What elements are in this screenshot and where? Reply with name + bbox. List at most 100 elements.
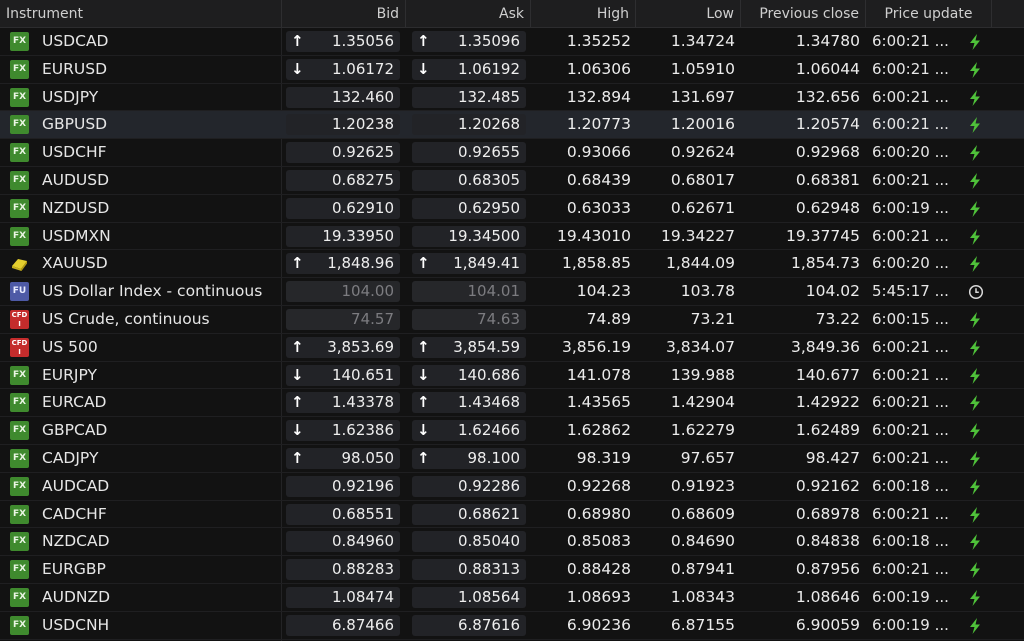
bid-price-button[interactable]: 1.08474	[286, 586, 400, 608]
ask-price-button[interactable]: ↑ 3,854.59	[412, 336, 526, 358]
ask-price-button[interactable]: 19.34500	[412, 225, 526, 247]
instrument-name[interactable]: GBPCAD	[42, 421, 108, 440]
ask-value: 0.92286	[457, 476, 520, 495]
ask-price-button[interactable]: 0.62950	[412, 197, 526, 219]
table-row[interactable]: FX EURUSD ↓ 1.06172 ↓ 1.06192 1.06306 1.05910 1.…	[0, 56, 1024, 84]
ask-price-button[interactable]: 0.92286	[412, 475, 526, 497]
instrument-name[interactable]: USDCAD	[42, 32, 109, 50]
price-update-time: 6:00:21 ...	[872, 421, 949, 440]
ask-price-button[interactable]: 0.68621	[412, 503, 526, 525]
table-row[interactable]: FX CADCHF 0.68551 0.68621 0.68980 0.68609 0.68…	[0, 501, 1024, 529]
instrument-name[interactable]: USDCNH	[42, 615, 110, 634]
ask-price-button[interactable]: 1.08564	[412, 586, 526, 608]
bid-price-button[interactable]: ↑ 1.35056	[286, 31, 400, 52]
bid-price-button[interactable]: ↑ 1,848.96	[286, 253, 400, 275]
instrument-name[interactable]: CADCHF	[42, 504, 107, 523]
bid-price-button[interactable]: ↑ 98.050	[286, 447, 400, 469]
instrument-name[interactable]: AUDNZD	[42, 587, 111, 606]
table-row[interactable]: FU US Dollar Index - continuous 104.00 104.…	[0, 278, 1024, 306]
bid-price-button[interactable]: ↓ 140.651	[286, 364, 400, 386]
ask-price-button[interactable]: 1.20268	[412, 114, 526, 136]
bid-price-button[interactable]: 1.20238	[286, 114, 400, 136]
bid-price-button[interactable]: 74.57	[286, 308, 400, 330]
column-header-high[interactable]: High	[531, 0, 636, 27]
column-header-instrument[interactable]: Instrument	[0, 0, 282, 27]
table-row[interactable]: FX GBPUSD 1.20238 1.20268 1.20773 1.20016 1.20…	[0, 111, 1024, 140]
bid-price-button[interactable]: 0.68551	[286, 503, 400, 525]
instrument-name[interactable]: US Dollar Index - continuous	[42, 282, 263, 301]
bid-price-button[interactable]: 132.460	[286, 86, 400, 108]
table-row[interactable]: CFD I US Crude, continuous 74.57 74.63 74.89 7…	[0, 306, 1024, 334]
instrument-name[interactable]: US Crude, continuous	[42, 309, 210, 328]
bid-price-button[interactable]: 0.92625	[286, 142, 400, 164]
bid-price-button[interactable]: 0.62910	[286, 197, 400, 219]
bid-price-button[interactable]: ↑ 1.43378	[286, 392, 400, 414]
ask-price-button[interactable]: 74.63	[412, 308, 526, 330]
table-row[interactable]: FX USDCHF 0.92625 0.92655 0.93066 0.92624 0.92…	[0, 139, 1024, 167]
arrow-down-icon: ↓	[417, 59, 430, 78]
ask-price-button[interactable]: ↑ 1,849.41	[412, 253, 526, 275]
instrument-name[interactable]: EURUSD	[42, 59, 108, 78]
table-row[interactable]: CFD I US 500 ↑ 3,853.69 ↑ 3,854.59 3,856.19 3,83…	[0, 334, 1024, 362]
ask-price-button[interactable]: ↑ 1.43468	[412, 392, 526, 414]
instrument-name[interactable]: AUDCAD	[42, 476, 110, 495]
ask-price-button[interactable]: 0.85040	[412, 531, 526, 553]
ask-price-button[interactable]: 0.92655	[412, 142, 526, 164]
table-row[interactable]: FX AUDUSD 0.68275 0.68305 0.68439 0.68017 0.68…	[0, 167, 1024, 195]
ask-price-button[interactable]: 0.68305	[412, 169, 526, 191]
instrument-name[interactable]: USDMXN	[42, 226, 111, 245]
instrument-name[interactable]: AUDUSD	[42, 170, 110, 189]
table-row[interactable]: FX EURCAD ↑ 1.43378 ↑ 1.43468 1.43565 1.42904 1.…	[0, 389, 1024, 418]
ask-price-button[interactable]: 132.485	[412, 86, 526, 108]
column-header-low[interactable]: Low	[636, 0, 741, 27]
table-row[interactable]: FX USDMXN 19.33950 19.34500 19.43010 19.34227…	[0, 223, 1024, 251]
table-row[interactable]: FX USDCNH 6.87466 6.87616 6.90236 6.87155 6.90…	[0, 612, 1024, 640]
bid-price-button[interactable]: 0.92196	[286, 475, 400, 497]
instrument-name[interactable]: EURJPY	[42, 365, 97, 384]
instrument-name[interactable]: USDCHF	[42, 143, 107, 162]
table-row[interactable]: FX CADJPY ↑ 98.050 ↑ 98.100 98.319 97.657 98.427…	[0, 445, 1024, 473]
ask-price-button[interactable]: ↓ 1.62466	[412, 420, 526, 442]
column-header-bid[interactable]: Bid	[282, 0, 406, 27]
column-header-previous-close[interactable]: Previous close	[741, 0, 866, 27]
lightning-bolt-icon	[968, 89, 984, 106]
table-row[interactable]: FX NZDUSD 0.62910 0.62950 0.63033 0.62671 0.62…	[0, 195, 1024, 223]
bid-price-button[interactable]: ↓ 1.62386	[286, 420, 400, 442]
instrument-name[interactable]: US 500	[42, 337, 98, 356]
bid-price-button[interactable]: 0.88283	[286, 559, 400, 581]
column-header-ask[interactable]: Ask	[406, 0, 531, 27]
instrument-name[interactable]: GBPUSD	[42, 115, 108, 134]
instrument-name[interactable]: NZDCAD	[42, 532, 110, 551]
bid-price-button[interactable]: 0.84960	[286, 531, 400, 553]
table-row[interactable]: FX USDCAD ↑ 1.35056 ↑ 1.35096 1.35252 1.34724 1.…	[0, 28, 1024, 56]
table-row[interactable]: FX AUDNZD 1.08474 1.08564 1.08693 1.08343 1.08…	[0, 584, 1024, 612]
ask-price-button[interactable]: ↑ 98.100	[412, 447, 526, 469]
table-row[interactable]: FX NZDCAD 0.84960 0.85040 0.85083 0.84690 0.84…	[0, 528, 1024, 557]
ask-price-button[interactable]: ↑ 1.35096	[412, 31, 526, 52]
ask-price-button[interactable]: ↓ 1.06192	[412, 58, 526, 80]
instrument-name[interactable]: USDJPY	[42, 87, 99, 106]
bid-price-button[interactable]: ↑ 3,853.69	[286, 336, 400, 358]
table-row[interactable]: FX EURGBP 0.88283 0.88313 0.88428 0.87941 0.87…	[0, 556, 1024, 584]
ask-price-button[interactable]: 6.87616	[412, 614, 526, 636]
column-header-price-update[interactable]: Price update	[866, 0, 992, 27]
table-row[interactable]: FX GBPCAD ↓ 1.62386 ↓ 1.62466 1.62862 1.62279 1.…	[0, 417, 1024, 445]
instrument-name[interactable]: CADJPY	[42, 448, 99, 467]
table-row[interactable]: FX USDJPY 132.460 132.485 132.894 131.697 132.…	[0, 84, 1024, 112]
bid-price-button[interactable]: 0.68275	[286, 169, 400, 191]
table-row[interactable]: XAUUSD ↑ 1,848.96 ↑ 1,849.41 1,858.85 1,844.09…	[0, 250, 1024, 279]
bid-price-button[interactable]: ↓ 1.06172	[286, 58, 400, 80]
instrument-name[interactable]: XAUUSD	[42, 254, 108, 273]
ask-price-button[interactable]: ↓ 140.686	[412, 364, 526, 386]
table-row[interactable]: FX AUDCAD 0.92196 0.92286 0.92268 0.91923 0.92…	[0, 473, 1024, 501]
bid-price-button[interactable]: 6.87466	[286, 614, 400, 636]
instrument-name[interactable]: NZDUSD	[42, 198, 110, 217]
ask-price-button[interactable]: 104.01	[412, 281, 526, 303]
instrument-name[interactable]: EURCAD	[42, 393, 107, 412]
bid-price-button[interactable]: 104.00	[286, 281, 400, 303]
table-row[interactable]: FX EURJPY ↓ 140.651 ↓ 140.686 141.078 139.988 14…	[0, 362, 1024, 390]
ask-price-button[interactable]: 0.88313	[412, 559, 526, 581]
ask-value: 140.686	[457, 365, 520, 384]
instrument-name[interactable]: EURGBP	[42, 560, 106, 579]
bid-price-button[interactable]: 19.33950	[286, 225, 400, 247]
